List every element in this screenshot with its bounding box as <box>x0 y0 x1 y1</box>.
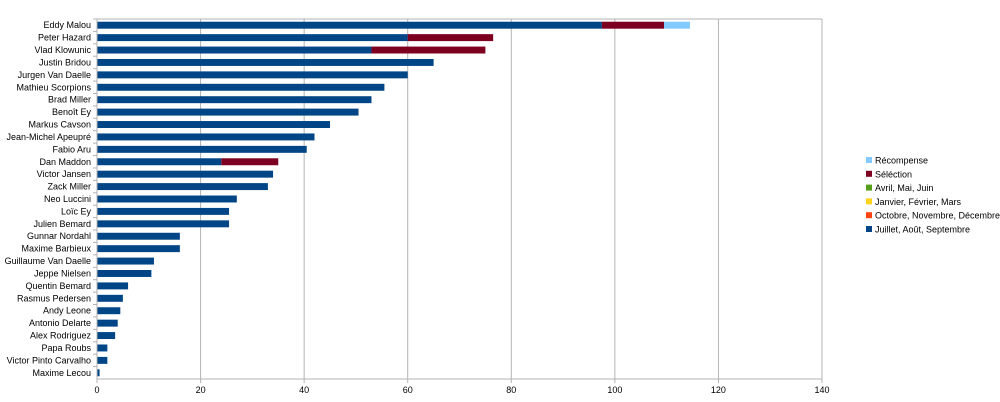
category-label: Rasmus Pedersen <box>17 293 91 303</box>
x-tick-label: 0 <box>94 385 99 395</box>
bar-segment <box>97 307 121 315</box>
category-label: Jurgen Van Daelle <box>18 70 91 80</box>
axes <box>93 18 823 383</box>
bar-segment <box>97 369 100 377</box>
bar-segment <box>97 21 602 29</box>
x-tick-label: 80 <box>506 385 516 395</box>
x-tick-label: 40 <box>299 385 309 395</box>
legend-label: Janvier, Février, Mars <box>875 197 962 207</box>
bar-segment <box>97 332 116 340</box>
category-label: Neo Luccini <box>44 194 91 204</box>
category-label: Alex Rodriguez <box>30 331 92 341</box>
category-label: Jean-Michel Apeupré <box>6 132 91 142</box>
bar-segment <box>407 34 494 42</box>
category-label: Eddy Malou <box>43 20 91 30</box>
category-label: Peter Hazard <box>38 33 91 43</box>
category-label: Victor Jansen <box>37 169 91 179</box>
legend-swatch <box>866 198 872 205</box>
bar-segment <box>97 58 434 66</box>
legend-label: Juillet, Août, Septembre <box>875 225 970 235</box>
bar-segment <box>97 195 237 203</box>
category-label: Quentin Bemard <box>25 281 91 291</box>
category-label: Guillaume Van Daelle <box>5 256 91 266</box>
x-tick-label: 140 <box>814 385 829 395</box>
category-label: Jeppe Nielsen <box>34 268 91 278</box>
bar-segment <box>97 207 230 215</box>
legend-label: Séléction <box>875 169 912 179</box>
x-tick-label: 120 <box>711 385 726 395</box>
bar-segment <box>664 21 690 29</box>
bar-segment <box>97 319 118 327</box>
bar-segment <box>97 133 315 141</box>
category-label: Antonio Delarte <box>29 318 91 328</box>
bar-segment <box>97 257 154 265</box>
category-label: Brad Miller <box>48 95 91 105</box>
legend-label: Récompense <box>875 156 928 166</box>
x-tick-label: 100 <box>607 385 622 395</box>
bar-segment <box>97 220 230 228</box>
category-label: Victor Pinto Carvalho <box>7 355 91 365</box>
bar-segment <box>371 46 486 54</box>
category-label: Maxime Barbieux <box>21 244 91 254</box>
bar-segment <box>97 83 385 91</box>
bar-segment <box>601 21 665 29</box>
bar-segment <box>97 34 408 42</box>
bar-segment <box>97 232 180 240</box>
legend-label: Avril, Mai, Juin <box>875 183 933 193</box>
category-label: Dan Maddon <box>39 157 91 167</box>
bar-segment <box>97 356 108 364</box>
x-tick-labels: 0 20 40 60 80 100 120 140 <box>94 385 829 395</box>
category-label: Zack Miller <box>47 182 91 192</box>
category-label: Vlad Klowunic <box>34 45 91 55</box>
bar-segment <box>97 270 152 277</box>
category-label: Julien Bemard <box>33 219 91 229</box>
bar-segment <box>97 158 222 166</box>
bar-segment <box>221 158 279 166</box>
bar-segment <box>97 46 372 54</box>
category-labels: Eddy Malou Peter Hazard Vlad Klowunic Justi… <box>5 20 92 378</box>
legend-swatch <box>866 226 872 232</box>
bar-segment <box>97 71 408 79</box>
category-label: Loïc Ey <box>61 206 92 216</box>
category-label: Markus Cavson <box>28 120 91 130</box>
category-label: Fabio Aru <box>52 144 91 154</box>
bar-segment <box>97 121 331 128</box>
bar-segment <box>97 282 129 290</box>
legend-label: Octobre, Novembre, Décembre <box>875 211 1000 221</box>
category-label: Gunnar Nordahl <box>27 231 91 241</box>
bar-segment <box>97 145 307 153</box>
bar-segment <box>97 183 268 191</box>
category-label: Benoît Ey <box>52 107 92 117</box>
bars <box>97 21 690 377</box>
bar-segment <box>97 96 372 104</box>
bar-segment <box>97 170 274 178</box>
bar-segment <box>97 108 359 116</box>
legend-swatch <box>866 184 872 191</box>
category-label: Mathieu Scorpions <box>16 82 91 92</box>
x-tick-label: 20 <box>196 385 206 395</box>
bar-segment <box>97 294 123 302</box>
category-label: Papa Roubs <box>41 343 91 353</box>
legend-swatch <box>866 170 872 177</box>
legend-swatch <box>866 157 872 163</box>
category-label: Justin Bridou <box>39 57 91 67</box>
legend: Récompense Séléction Avril, Mai, Juin Janvi… <box>866 156 1000 235</box>
category-label: Maxime Lecou <box>32 368 91 378</box>
bar-segment <box>97 344 108 352</box>
category-label: Andy Leone <box>43 306 91 316</box>
legend-swatch <box>866 212 872 219</box>
x-tick-label: 60 <box>403 385 413 395</box>
bar-segment <box>97 245 180 253</box>
